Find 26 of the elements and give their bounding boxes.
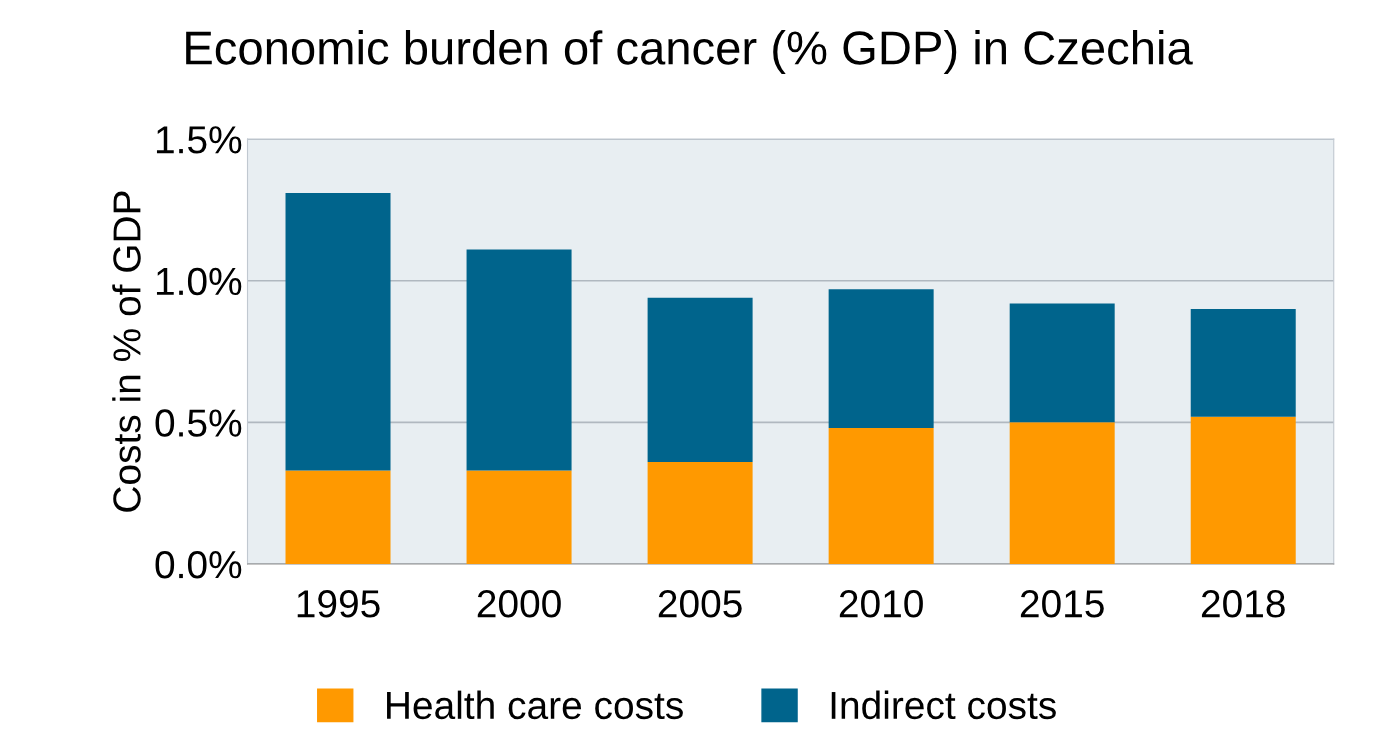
chart-title: Economic burden of cancer (% GDP) in Czechia bbox=[186, 30, 1193, 75]
bar bbox=[828, 289, 934, 429]
x-tick-label: 2015 bbox=[1020, 590, 1104, 618]
bar bbox=[647, 297, 753, 463]
bar bbox=[828, 428, 934, 564]
bar bbox=[466, 249, 572, 471]
bar bbox=[1009, 422, 1115, 564]
x-tick-label: 2000 bbox=[477, 590, 561, 618]
bar bbox=[647, 462, 753, 564]
x-tick-label: 2005 bbox=[658, 590, 742, 618]
x-tick-label: 1995 bbox=[297, 590, 380, 618]
y-axis-title: Costs in % of GDP bbox=[112, 191, 141, 512]
y-tick-label: 1.5% bbox=[156, 126, 242, 154]
bar bbox=[1190, 416, 1296, 564]
bar bbox=[285, 192, 391, 471]
y-tick-label: 1.0% bbox=[156, 267, 242, 296]
bar bbox=[466, 470, 572, 564]
legend-label: Indirect costs bbox=[831, 690, 1056, 720]
bar bbox=[1009, 303, 1115, 423]
legend-label: Health care costs bbox=[387, 690, 683, 720]
x-tick-label: 2010 bbox=[839, 590, 923, 618]
y-tick-label: 0.5% bbox=[155, 409, 242, 437]
y-tick-label: 0.0% bbox=[155, 550, 242, 579]
x-tick-label: 2018 bbox=[1201, 590, 1285, 618]
bar bbox=[285, 470, 391, 564]
bar bbox=[1190, 309, 1296, 417]
